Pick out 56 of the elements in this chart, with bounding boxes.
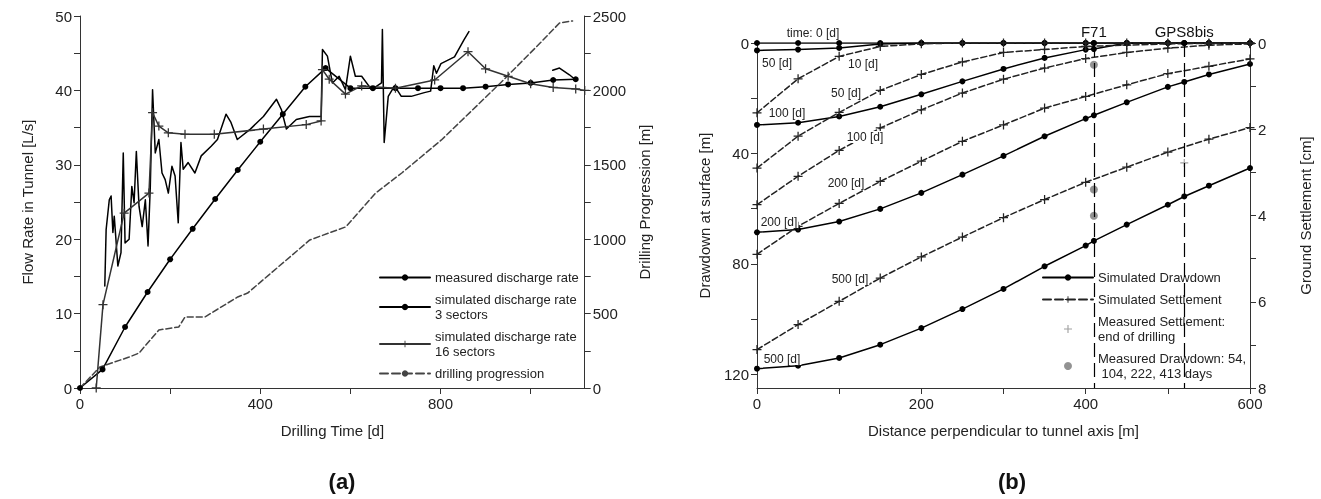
y2-tick-label: 1000 — [592, 230, 627, 248]
legend-label: Simulated Settlement — [1098, 292, 1222, 307]
legend-label: Measured Settlement: end of drilling — [1098, 314, 1229, 344]
x-tick-label: 0 — [75, 395, 85, 412]
y2-tick-label: 4 — [1258, 207, 1267, 224]
annotation: 50 [d] — [830, 86, 862, 100]
y2-axis-title: Ground Settlement [cm] — [1297, 136, 1314, 295]
ref-line-label: GPS8bis — [1154, 23, 1214, 40]
text: time: 0 [d] — [786, 26, 840, 40]
annotation: 500 [d] — [763, 352, 801, 366]
x-tick-label: 600 — [1237, 395, 1263, 412]
y-axis-title: Drawdown at surface [m] — [696, 132, 713, 299]
y2-tick-label: 0 — [1258, 34, 1267, 52]
legend-label: Measured Drawdown: 54, 104, 222, 413 days — [1098, 351, 1247, 381]
y-tick-label: 50 — [55, 7, 72, 25]
y2-tick-label: 0 — [592, 379, 602, 397]
legend-label: Simulated Drawdown — [1098, 270, 1221, 285]
y-tick-label: 40 — [732, 144, 749, 162]
y2-tick-label: 2000 — [592, 81, 627, 99]
y-axis-title: Flow Rate in Tunnel [L/s] — [19, 119, 36, 285]
y-tick-label: 0 — [740, 34, 749, 52]
annotation: 100 [d] — [846, 130, 884, 144]
ref-line-label: F71 — [1080, 23, 1107, 40]
y-tick-label: 30 — [55, 156, 72, 174]
y2-tick-label: 1500 — [592, 156, 627, 174]
y-tick-label: 40 — [55, 81, 72, 99]
x-tick-label: 0 — [752, 395, 762, 412]
text: (a) — [328, 468, 356, 494]
x-axis-title: Drilling Time [d] — [280, 422, 385, 439]
y2-tick-label: 6 — [1258, 293, 1267, 311]
x-tick-label: 400 — [247, 395, 273, 412]
y2-tick-label: 2 — [1258, 120, 1267, 138]
annotation: 10 [d] — [847, 57, 879, 71]
annotation: 200 [d] — [827, 176, 865, 190]
y2-tick-label: 8 — [1258, 379, 1267, 397]
y2-tick-label: 2500 — [592, 7, 627, 25]
y2-axis-title: Drilling Progression [m] — [636, 124, 653, 280]
text: (b) — [997, 468, 1027, 494]
annotation: 200 [d] — [760, 215, 798, 229]
legend-label: drilling progression — [435, 366, 545, 381]
x-tick-label: 200 — [908, 395, 934, 412]
x-tick-label: 800 — [428, 395, 454, 412]
annotation: 100 [d] — [768, 106, 806, 120]
y-tick-label: 120 — [723, 365, 749, 383]
legend-label: simulated discharge rate 16 sectors — [435, 329, 581, 359]
legend-label: simulated discharge rate 3 sectors — [435, 292, 581, 322]
x-tick-label: 400 — [1073, 395, 1099, 412]
y-tick-label: 0 — [63, 379, 72, 397]
x-axis-title: Distance perpendicular to tunnel axis [m] — [868, 422, 1139, 439]
legend-label: measured discharge rate — [435, 270, 579, 285]
y-tick-label: 80 — [732, 255, 749, 273]
annotation: 50 [d] — [761, 56, 793, 70]
y-tick-label: 20 — [55, 230, 72, 248]
y2-tick-label: 500 — [592, 305, 618, 323]
annotation: 500 [d] — [831, 272, 869, 286]
y-tick-label: 10 — [55, 305, 72, 323]
